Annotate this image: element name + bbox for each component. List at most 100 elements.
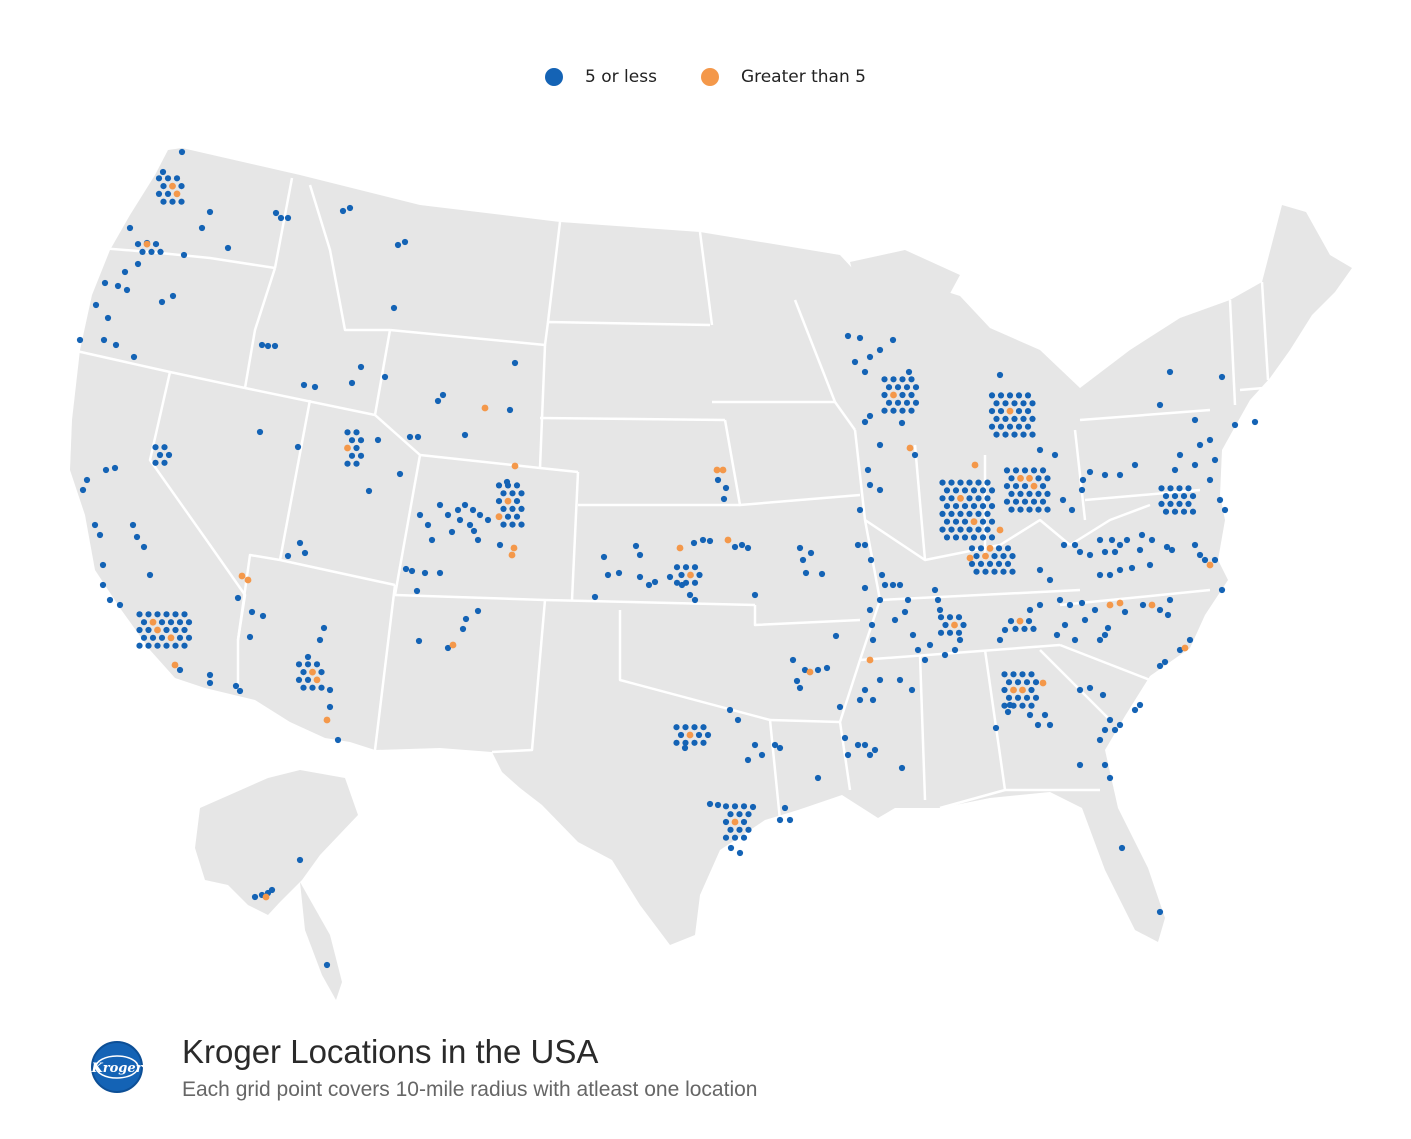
location-dot-low — [966, 510, 973, 517]
location-dot-low — [937, 629, 945, 636]
location-dot-low — [796, 684, 804, 692]
location-dot-low — [714, 801, 722, 809]
location-dot-low — [908, 686, 916, 694]
location-dot-low — [973, 553, 980, 560]
location-dot-low — [145, 611, 152, 618]
location-dot-low — [1206, 476, 1214, 484]
location-dot-low — [1035, 506, 1042, 513]
location-dot-low — [1008, 475, 1015, 482]
location-dot-high — [970, 518, 978, 526]
location-dot-low — [700, 724, 707, 731]
location-dot-low — [1076, 761, 1084, 769]
location-dot-low — [1101, 548, 1109, 556]
location-dot-low — [1206, 436, 1214, 444]
location-dot-low — [1164, 611, 1172, 619]
location-dot-low — [996, 371, 1004, 379]
location-dot-low — [727, 826, 734, 833]
location-dot-low — [1006, 423, 1014, 430]
location-dot-low — [1180, 493, 1188, 500]
location-dot-low — [727, 811, 734, 818]
location-dot-low — [1185, 500, 1192, 507]
location-dot-low — [1007, 618, 1015, 625]
alaska-panhandle-land — [300, 882, 342, 1000]
location-dot-low — [960, 621, 967, 629]
location-dot-low — [1029, 431, 1036, 438]
border-wv-va — [1069, 503, 1151, 547]
location-dot-low — [295, 661, 303, 668]
location-dot-low — [975, 526, 982, 533]
location-dot-low — [814, 774, 822, 782]
location-dot-high — [1010, 686, 1017, 694]
location-dot-low — [323, 961, 331, 969]
location-dot-low — [296, 856, 304, 864]
location-dot-low — [948, 495, 955, 502]
location-dot-high — [906, 444, 914, 452]
location-dot-high — [323, 716, 331, 724]
location-dot-low — [152, 444, 159, 451]
location-dot-low — [604, 571, 612, 579]
location-dot-low — [939, 526, 946, 533]
location-dot-low — [163, 626, 170, 634]
location-dot-low — [988, 503, 996, 510]
location-dot-low — [1017, 490, 1024, 497]
location-dot-low — [1001, 702, 1008, 709]
location-dot-low — [955, 629, 963, 636]
border-ok-tx — [618, 610, 771, 722]
location-dot-low — [912, 399, 920, 406]
location-dot-low — [866, 606, 874, 614]
location-dot-low — [801, 666, 809, 674]
location-dot-low — [121, 268, 129, 276]
location-dot-low — [673, 724, 680, 731]
location-dot-low — [161, 444, 168, 451]
location-dot-low — [1104, 624, 1112, 632]
location-dot-low — [740, 818, 748, 826]
location-dot-low — [436, 501, 444, 509]
location-dot-low — [695, 731, 703, 739]
location-dot-low — [1166, 368, 1174, 376]
location-dot-high — [1017, 474, 1024, 482]
location-dot-low — [1002, 415, 1009, 422]
location-dot-low — [1218, 586, 1226, 594]
location-dot-low — [868, 621, 876, 629]
location-dot-low — [682, 739, 689, 746]
location-dot-low — [966, 526, 973, 533]
location-dot-low — [908, 407, 915, 414]
border-fl — [939, 788, 1100, 810]
location-dot-low — [961, 534, 969, 541]
location-dot-low — [894, 399, 902, 406]
michigan-upper-land — [850, 250, 960, 320]
location-dot-low — [931, 586, 939, 594]
location-dot-low — [890, 407, 897, 414]
location-dot-low — [99, 581, 107, 589]
location-dot-low — [881, 581, 889, 589]
location-dot-low — [786, 816, 794, 824]
map-title: Kroger Locations in the USA — [182, 1033, 599, 1070]
location-dot-low — [1032, 694, 1040, 701]
location-dot-low — [92, 301, 100, 309]
location-dot-low — [304, 661, 312, 668]
location-dot-low — [722, 818, 730, 826]
location-dot-low — [1201, 556, 1209, 564]
location-dot-low — [313, 661, 321, 668]
location-dot-low — [495, 498, 503, 505]
location-dot-low — [334, 736, 342, 744]
location-dot-high — [982, 552, 989, 560]
location-dot-low — [300, 684, 307, 691]
location-dot-low — [304, 676, 312, 684]
location-dot-low — [899, 391, 906, 399]
location-dot-low — [796, 544, 804, 552]
location-dot-low — [904, 596, 912, 604]
location-dot-low — [1003, 483, 1011, 490]
location-dot-low — [977, 560, 985, 568]
location-dot-low — [1044, 506, 1051, 513]
location-dot-low — [970, 503, 978, 510]
legend-swatch-low — [545, 68, 564, 86]
location-dot-low — [224, 244, 232, 252]
location-dot-low — [348, 379, 356, 387]
location-dot-low — [251, 893, 259, 901]
location-dot-low — [1189, 493, 1197, 500]
location-dot-low — [1002, 431, 1009, 438]
location-dot-low — [1005, 694, 1013, 701]
location-dot-low — [1015, 392, 1023, 399]
location-dot-low — [1026, 606, 1034, 614]
